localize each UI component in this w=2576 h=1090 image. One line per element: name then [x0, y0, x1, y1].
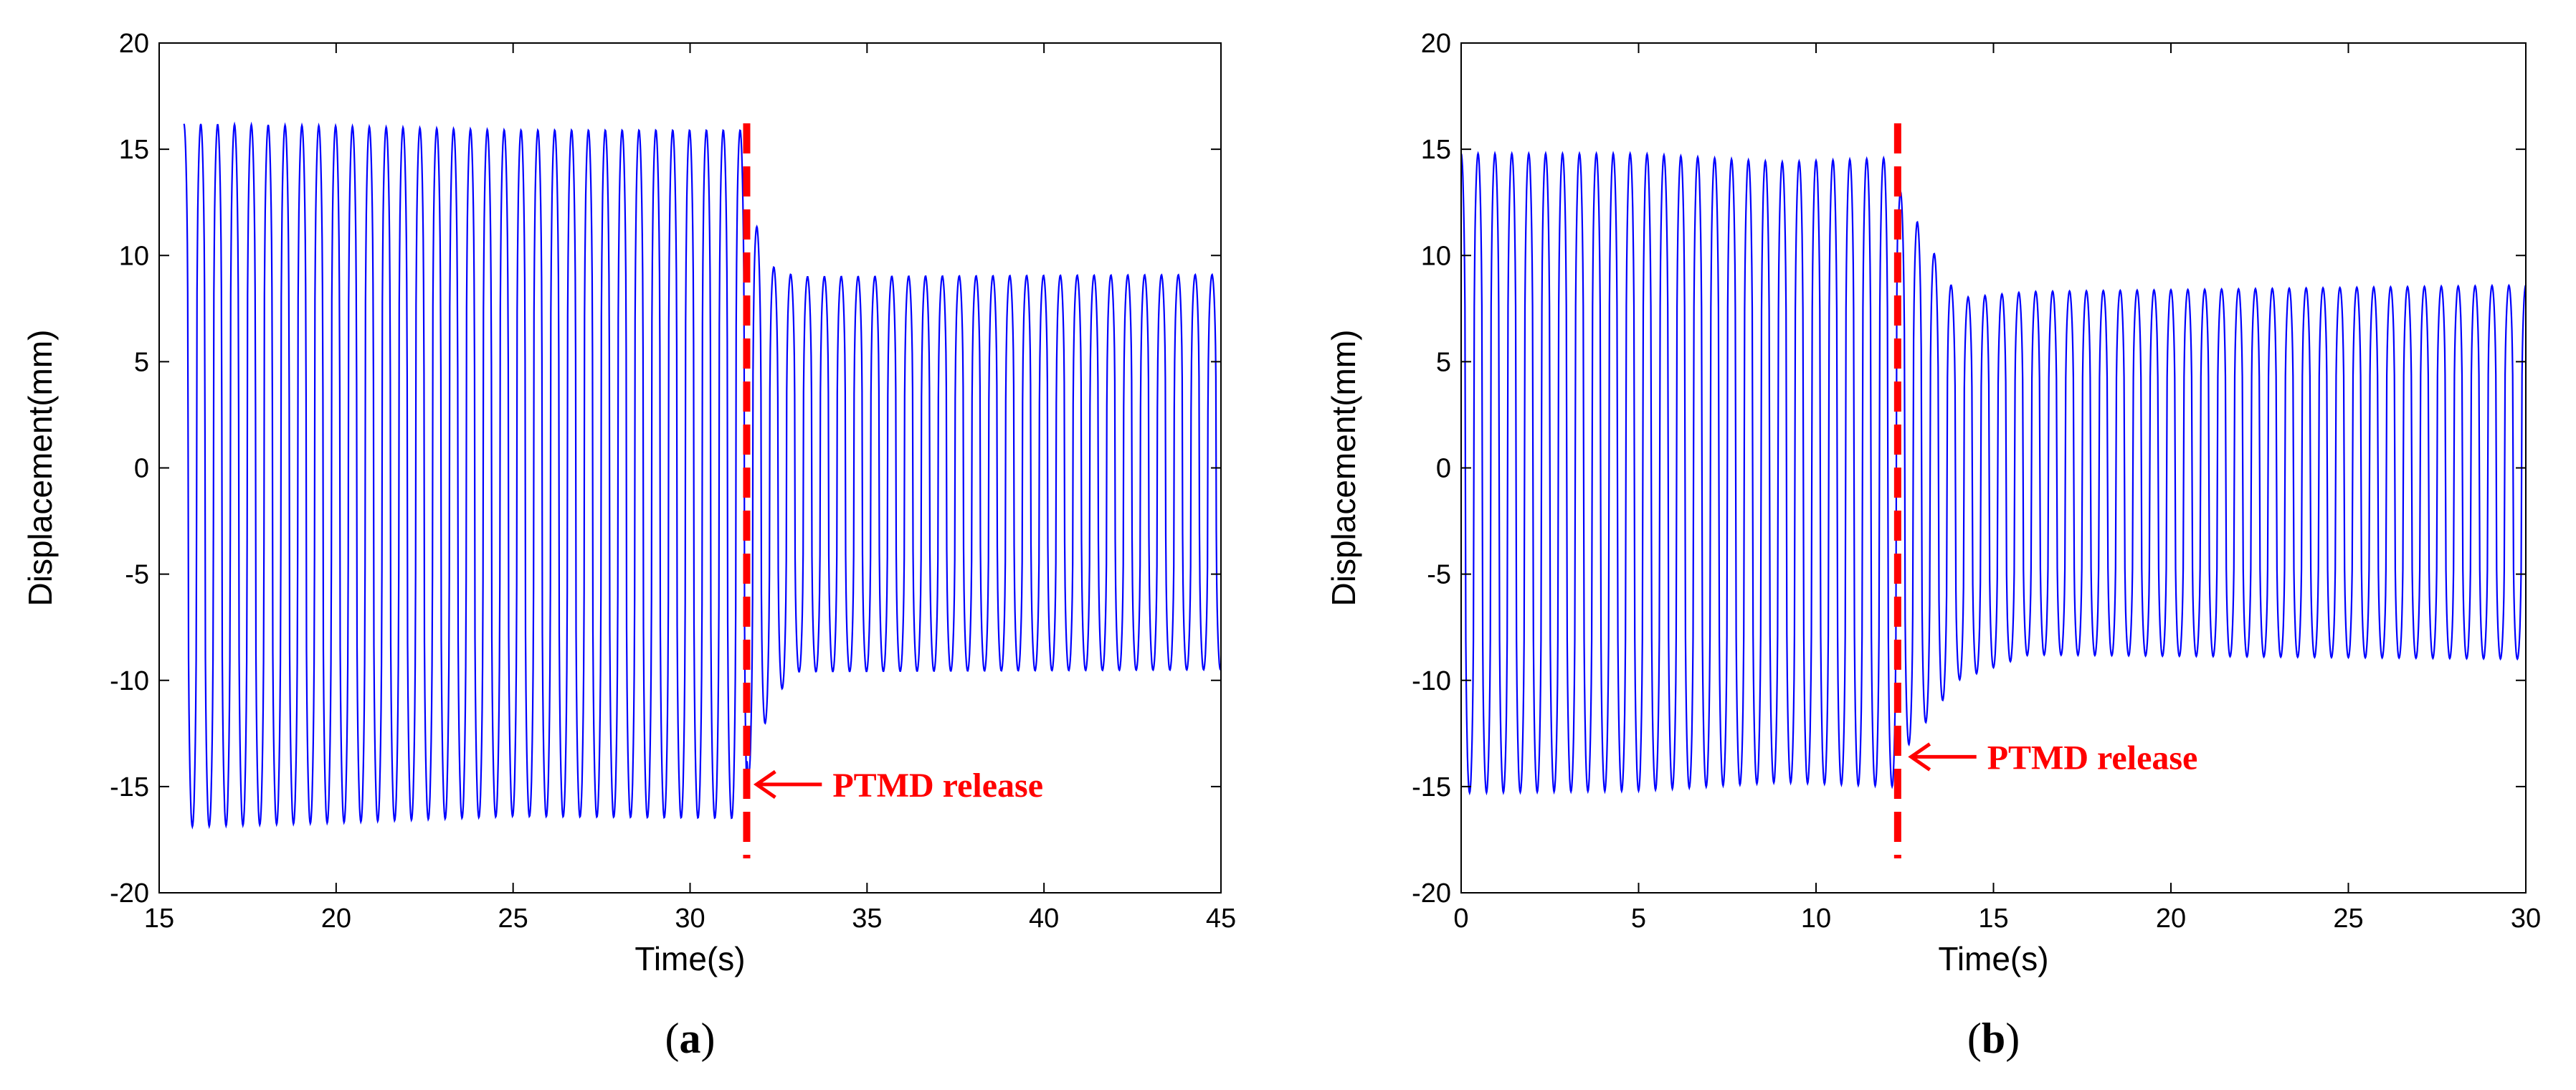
x-tick-label: 40 [1029, 904, 1059, 934]
y-axis-label: Displacement(mm) [22, 330, 59, 607]
plot-frame [158, 42, 1222, 894]
y-tick-label: -15 [1412, 772, 1451, 802]
x-tick-label: 20 [2156, 904, 2186, 934]
x-tick-label: 30 [2511, 904, 2541, 934]
x-tick-label: 25 [498, 904, 528, 934]
chart-b: 0 5 10 15 20 25 30 -20 -15 -10 -5 0 5 10 15 20 Time(s) Di… [1325, 29, 2541, 1062]
y-tick-label: 15 [119, 135, 149, 165]
y-tick-label: -10 [1412, 666, 1451, 696]
y-tick-label: 10 [1421, 241, 1451, 271]
y-tick-label: 15 [1421, 135, 1451, 165]
y-tick-label: -15 [110, 772, 149, 802]
x-tick-label: 15 [1978, 904, 2008, 934]
panel-label-letter: a [680, 1015, 701, 1062]
y-tick-label: -5 [1427, 560, 1451, 590]
y-tick-label: 20 [119, 29, 149, 59]
displacement-series-line [183, 121, 1221, 830]
x-axis-label: Time(s) [635, 940, 745, 977]
y-tick-label: -5 [125, 560, 149, 590]
x-tick-label: 10 [1801, 904, 1831, 934]
x-tick-label: 30 [675, 904, 705, 934]
x-tick-label: 5 [1631, 904, 1646, 934]
release-annotation: PTMD release [832, 767, 1043, 805]
displacement-series-line [1461, 151, 2526, 796]
x-axis-label: Time(s) [1938, 940, 2048, 977]
y-tick-label: 5 [134, 347, 149, 377]
y-tick-label: -10 [110, 666, 149, 696]
x-tick-label: 15 [144, 904, 174, 934]
arrow-left-icon [1908, 742, 1977, 772]
y-tick-label: -20 [1412, 878, 1451, 909]
x-tick-label: 20 [321, 904, 351, 934]
release-annotation: PTMD release [1987, 739, 2198, 777]
y-tick-label: -20 [110, 878, 149, 909]
arrow-left-icon [753, 769, 822, 799]
panel-label: (a) [665, 1015, 716, 1062]
panel-label: (b) [1967, 1015, 2020, 1062]
y-tick-label: 10 [119, 241, 149, 271]
x-tick-label: 25 [2333, 904, 2363, 934]
x-tick-label: 0 [1453, 904, 1468, 934]
y-tick-label: 0 [1436, 454, 1451, 484]
chart-a: 15 20 25 30 35 40 45 -20 -15 -10 -5 0 5 10 15 20 Time(s)… [22, 29, 1236, 1062]
y-tick-label: 0 [134, 454, 149, 484]
x-tick-label: 35 [852, 904, 882, 934]
y-tick-label: 20 [1421, 29, 1451, 59]
y-tick-label: 5 [1436, 347, 1451, 377]
y-axis-label: Displacement(mm) [1325, 330, 1362, 607]
panel-label-letter: b [1982, 1015, 2005, 1062]
x-tick-label: 45 [1206, 904, 1236, 934]
